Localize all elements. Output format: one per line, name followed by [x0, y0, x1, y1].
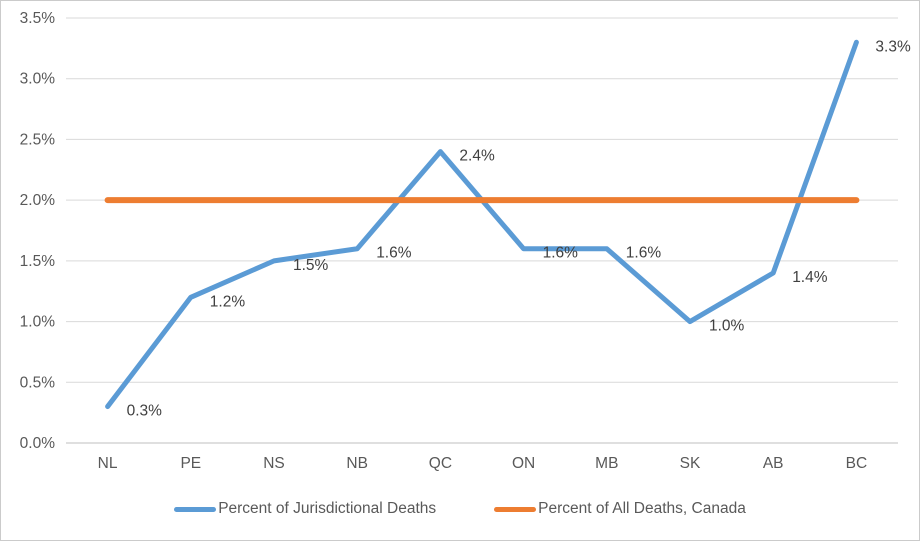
x-axis-category-label: PE [180, 455, 201, 472]
legend-item-canada[interactable]: Percent of All Deaths, Canada [494, 500, 746, 518]
y-axis-tick-label: 2.0% [20, 192, 56, 209]
x-axis-category-label: SK [680, 455, 701, 472]
data-point-label: 3.3% [875, 38, 911, 55]
data-point-label: 1.5% [293, 257, 329, 274]
legend-line-swatch-blue [174, 506, 217, 512]
y-axis-tick-label: 0.5% [20, 374, 56, 391]
x-axis-category-label: NL [98, 455, 118, 472]
x-axis-category-label: ON [512, 455, 535, 472]
legend-line-swatch-orange [494, 506, 537, 512]
data-point-label: 1.6% [543, 245, 579, 262]
x-axis-category-label: NS [263, 455, 285, 472]
data-point-label: 1.2% [210, 293, 246, 310]
legend-label-jurisdictional: Percent of Jurisdictional Deaths [218, 500, 437, 517]
data-point-label: 1.6% [376, 245, 412, 262]
x-axis-category-label: BC [846, 455, 868, 472]
chart-legend: Percent of Jurisdictional Deaths Percent… [1, 500, 919, 518]
series-line-jurisdictional-deaths [105, 39, 859, 410]
y-axis-tick-label: 1.5% [20, 253, 56, 270]
data-point-label: 1.6% [626, 245, 662, 262]
y-axis-tick-label: 3.5% [20, 10, 56, 27]
data-point-label: 1.4% [792, 269, 828, 286]
legend-label-canada: Percent of All Deaths, Canada [538, 500, 746, 517]
x-axis-category-label: MB [595, 455, 618, 472]
y-axis-tick-label: 0.0% [20, 435, 56, 452]
y-axis-tick-label: 3.0% [20, 71, 56, 88]
y-axis-tick-label: 2.5% [20, 131, 56, 148]
data-point-label: 1.0% [709, 318, 745, 335]
data-point-label: 0.3% [127, 403, 163, 420]
x-axis-category-label: NB [346, 455, 368, 472]
data-point-label: 2.4% [459, 148, 495, 165]
x-axis-category-label: AB [763, 455, 784, 472]
y-axis-tick-label: 1.0% [20, 314, 56, 331]
x-axis-category-label: QC [429, 455, 452, 472]
legend-item-jurisdictional[interactable]: Percent of Jurisdictional Deaths [174, 500, 436, 518]
